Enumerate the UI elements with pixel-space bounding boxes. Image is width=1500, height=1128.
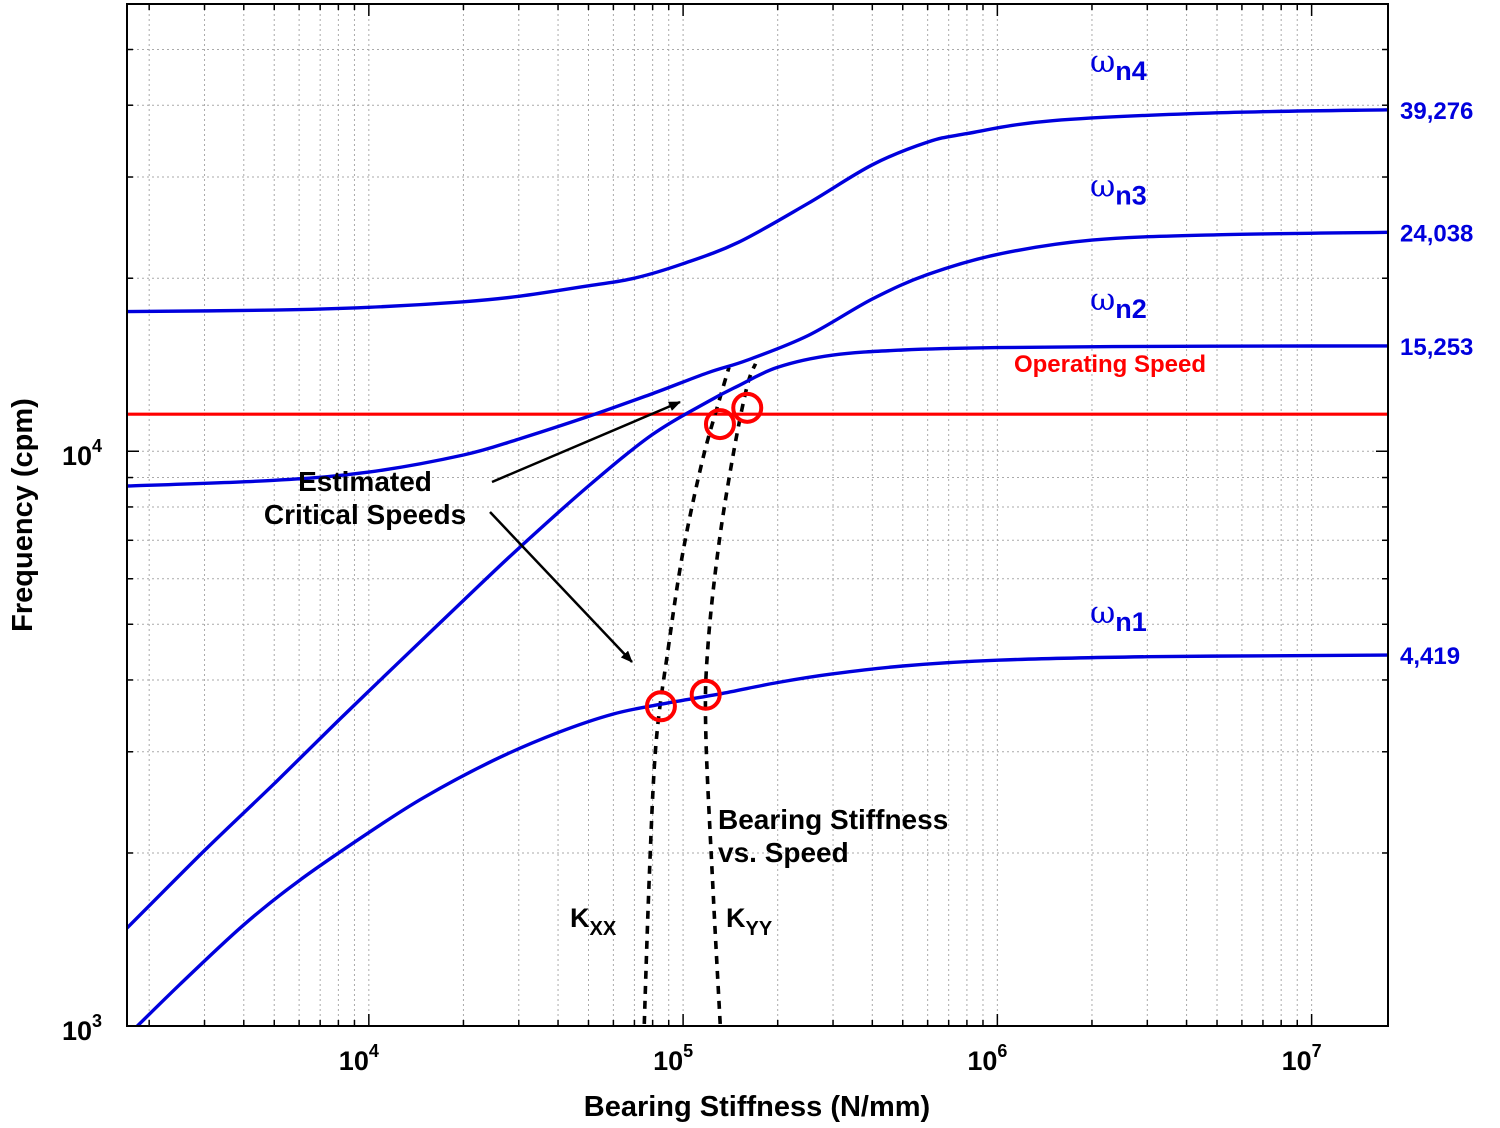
critical-speed-marker — [689, 678, 722, 711]
arrow-lower-critical — [489, 511, 633, 663]
critical-markers — [644, 391, 764, 723]
mode-label-n4: ωn4 — [1090, 44, 1147, 86]
kxx-label: KXX — [570, 903, 617, 940]
x-tick-label: 107 — [1282, 1041, 1322, 1076]
bearing-curve-kxx — [642, 366, 731, 1026]
mode-curve-n2 — [127, 344, 1388, 930]
end-value-label-n3: 24,038 — [1400, 220, 1473, 247]
arrow-upper-critical — [491, 400, 681, 484]
y-tick-labels: 103 104 — [62, 436, 102, 1046]
end-value-label-n1: 4,419 — [1400, 643, 1460, 670]
critical-speed-marker — [703, 408, 736, 441]
bearing-curve-kyy — [703, 363, 758, 1026]
x-tick-label: 106 — [967, 1041, 1007, 1076]
mode-curve-n1 — [134, 653, 1388, 1026]
end-value-labels: 4,419 15,253 24,038 39,276 — [1400, 98, 1473, 670]
x-tick-labels: 104 105 106 107 — [339, 1041, 1322, 1076]
operating-speed-label: Operating Speed — [1014, 351, 1206, 378]
end-value-label-n2: 15,253 — [1400, 334, 1473, 361]
x-axis-title: Bearing Stiffness (N/mm) — [584, 1091, 930, 1123]
mode-labels: ωn1 ωn2 ωn3 ωn4 — [1090, 44, 1147, 637]
end-value-label-n4: 39,276 — [1400, 98, 1473, 125]
estimated-critical-speeds-label-line1: Estimated — [298, 466, 432, 497]
mode-label-n1: ωn1 — [1090, 595, 1147, 637]
y-tick-label: 103 — [62, 1011, 102, 1046]
bearing-stiffness-label-line2: vs. Speed — [718, 837, 849, 868]
bearing-curves — [642, 363, 758, 1026]
bearing-stiffness-label-line1: Bearing Stiffness — [718, 804, 948, 835]
mode-curves — [127, 108, 1388, 1026]
plot-frame — [126, 3, 1389, 1027]
x-tick-label: 104 — [339, 1041, 379, 1076]
mode-label-n2: ωn2 — [1090, 282, 1147, 324]
estimated-critical-speeds-label-line2: Critical Speeds — [264, 499, 466, 530]
mode-curve-n4 — [127, 108, 1388, 314]
mode-label-n3: ωn3 — [1090, 168, 1147, 210]
kyy-label: KYY — [726, 903, 773, 940]
critical-speed-marker — [644, 690, 677, 723]
y-tick-label: 104 — [62, 436, 102, 471]
y-axis-title: Frequency (cpm) — [7, 398, 39, 632]
x-tick-label: 105 — [653, 1041, 693, 1076]
mode-curve-n3 — [127, 230, 1388, 488]
critical-speed-marker — [731, 391, 764, 424]
